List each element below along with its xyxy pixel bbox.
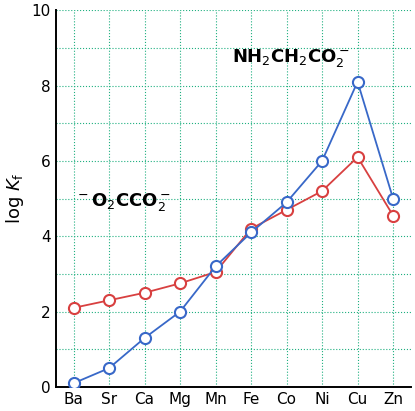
- Text: NH$_2$CH$_2$CO$_2^-$: NH$_2$CH$_2$CO$_2^-$: [232, 46, 349, 69]
- Y-axis label: log $\mathit{K}_\mathrm{f}$: log $\mathit{K}_\mathrm{f}$: [4, 173, 26, 224]
- Text: $^-$O$_2$CCO$_2^-$: $^-$O$_2$CCO$_2^-$: [76, 191, 171, 213]
